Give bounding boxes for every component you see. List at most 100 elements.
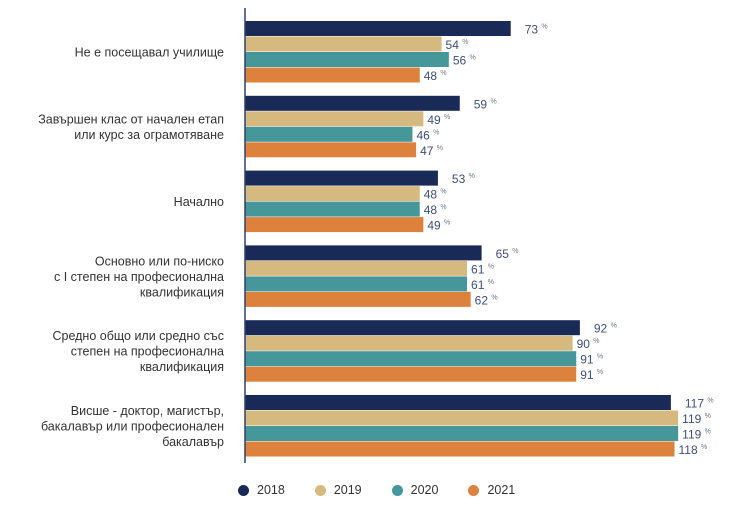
data-label: 56 %: [453, 54, 476, 68]
data-label: 91 %: [580, 368, 603, 382]
data-label: 49 %: [427, 113, 450, 127]
data-label-unit: %: [444, 114, 450, 121]
bar-2018: [245, 170, 438, 186]
bar-group: Основно или по-ниско с I степен на профес…: [54, 245, 519, 307]
data-label: 62 %: [475, 293, 498, 307]
bar-2020: [245, 52, 449, 67]
bar-2018: [245, 21, 511, 36]
bar-group: Средно общо или средно със степен на проф…: [52, 320, 617, 382]
category-label: Висше - доктор, магистър, бакалавър или п…: [41, 404, 224, 449]
data-label-unit: %: [491, 294, 497, 301]
data-label: 65 %: [496, 247, 519, 261]
data-label-value: 59: [474, 97, 491, 111]
data-label-value: 49: [427, 113, 444, 127]
data-label-unit: %: [440, 70, 446, 77]
data-label-unit: %: [490, 98, 496, 105]
legend: 2018 2019 2020 2021: [238, 483, 545, 497]
data-label: 61 %: [471, 278, 494, 292]
data-label-unit: %: [488, 263, 494, 270]
data-label: 119 %: [682, 412, 711, 426]
data-label-unit: %: [488, 279, 494, 286]
data-label-unit: %: [440, 204, 446, 211]
data-label: 73 %: [525, 23, 548, 37]
data-label-value: 54: [446, 38, 463, 52]
category-label: Начално: [174, 195, 224, 209]
data-label-unit: %: [433, 129, 439, 136]
data-label: 49 %: [427, 219, 450, 233]
data-label-value: 118: [679, 443, 701, 457]
legend-item-2021: 2021: [468, 483, 515, 497]
data-label: 48 %: [424, 188, 447, 202]
legend-marker-2018: [238, 484, 249, 496]
data-label-unit: %: [437, 145, 443, 152]
data-label: 61 %: [471, 262, 494, 276]
bar-2021: [245, 142, 417, 158]
data-label-unit: %: [470, 55, 476, 62]
data-label-unit: %: [462, 39, 468, 46]
data-label: 91 %: [580, 353, 603, 367]
data-label-value: 48: [424, 188, 441, 202]
data-label: 47 %: [420, 144, 443, 158]
data-label-value: 92: [594, 322, 611, 336]
data-label-value: 49: [427, 219, 444, 233]
data-label: 118 %: [679, 443, 708, 457]
data-label-value: 56: [453, 54, 470, 68]
category-label-line: Не е посещавал училище: [75, 46, 224, 60]
bar-2018: [245, 245, 482, 261]
data-label-unit: %: [593, 338, 599, 345]
data-label: 54 %: [446, 38, 469, 52]
data-label-value: 61: [471, 262, 488, 276]
legend-item-2019: 2019: [314, 483, 362, 497]
data-label: 119 %: [682, 428, 711, 442]
data-label-unit: %: [701, 444, 707, 451]
bar-2019: [245, 260, 468, 276]
legend-label-2018: 2018: [257, 483, 285, 497]
legend-label-2020: 2020: [410, 483, 439, 497]
data-label-value: 73: [525, 23, 542, 37]
category-label-line: Начално: [174, 195, 224, 209]
legend-item-2018: 2018: [238, 483, 285, 497]
bar-2020: [245, 276, 468, 292]
legend-item-2020: 2020: [391, 483, 439, 497]
category-label-line: Висше - доктор, магистър,: [71, 404, 224, 418]
data-label-value: 48: [424, 203, 441, 217]
data-label-unit: %: [705, 413, 711, 420]
bar-2021: [245, 441, 675, 457]
data-label-unit: %: [469, 173, 475, 180]
bar-2019: [245, 410, 679, 426]
category-label-line: Основно или по-ниско: [95, 254, 224, 268]
data-label: 92 %: [594, 322, 617, 336]
bar-2019: [245, 186, 420, 202]
data-label: 117 %: [685, 397, 714, 411]
data-label: 48 %: [424, 203, 447, 217]
data-label: 46 %: [416, 128, 439, 142]
data-label-value: 61: [471, 278, 488, 292]
data-label-unit: %: [597, 369, 603, 376]
legend-marker-2019: [314, 484, 326, 496]
legend-label-2019: 2019: [333, 483, 362, 497]
data-label-unit: %: [541, 24, 547, 31]
bar-2021: [245, 291, 471, 307]
category-label: Основно или по-ниско с I степен на профес…: [54, 254, 224, 299]
category-label-line: квалификация: [140, 285, 224, 299]
bar-2020: [245, 201, 420, 217]
data-label-unit: %: [597, 354, 603, 361]
bar-2021: [245, 67, 420, 83]
category-label: Завършен клас от начален етап или курс за…: [38, 113, 224, 143]
bar-group: Завършен клас от начален етап или курс за…: [38, 95, 497, 158]
data-label-value: 46: [416, 128, 433, 142]
data-label-value: 91: [580, 353, 597, 367]
data-label: 48 %: [424, 69, 447, 83]
category-label-line: Средно общо или средно със: [52, 329, 224, 343]
data-label-unit: %: [512, 248, 518, 255]
bar-2020: [245, 351, 577, 367]
bar-2020: [245, 426, 679, 441]
legend-label-2021: 2021: [487, 483, 516, 497]
data-label: 53 %: [452, 172, 475, 186]
data-label-unit: %: [444, 220, 450, 227]
category-label: Не е посещавал училище: [75, 46, 224, 60]
category-label-line: Завършен клас от начален етап: [38, 113, 224, 127]
data-label: 59 %: [474, 97, 497, 111]
